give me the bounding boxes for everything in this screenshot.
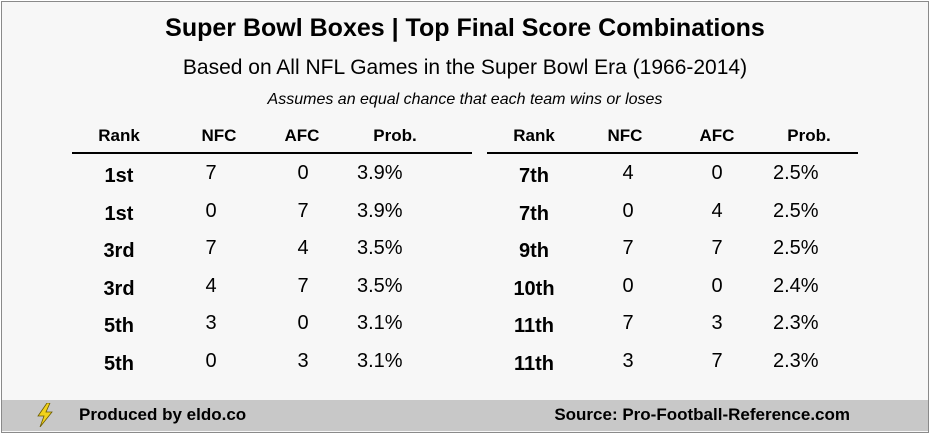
afc-score-cell: 7 [297,199,309,222]
nfc-score-cell: 7 [205,162,217,184]
afc-score-cell: 3 [297,349,309,372]
afc-score-cell: 0 [297,312,309,334]
nfc-score-cell: 4 [622,162,634,184]
table-row: 9th 7 7 2.5% [487,229,858,267]
rank-cell: 7th [519,202,549,225]
table-header: Rank NFC AFC Prob. [72,124,472,154]
table-row: 3rd 4 7 3.5% [72,267,472,305]
rank-cell: 3rd [103,240,135,262]
score-table-left: Rank NFC AFC Prob. 1st 7 0 3.9% 1st 0 7 3.9% 3rd… [72,124,472,379]
rank-cell: 7th [519,165,549,187]
nfc-score-cell: 7 [205,237,217,259]
afc-score-cell: 7 [297,274,309,297]
table-row: 5th 0 3 3.1% [72,342,472,380]
produced-by-credit: Produced by eldo.co [79,405,247,424]
rank-cell: 5th [104,315,134,337]
rank-cell: 1st [104,202,134,225]
probability-cell: 2.3% [773,349,819,372]
chart-note: Assumes an equal chance that each team w… [267,91,663,108]
header-afc: AFC [699,126,735,145]
score-table-right: Rank NFC AFC Prob. 7th 4 0 2.5% 7th 0 4 2.5% 9th… [487,124,858,379]
nfc-score-cell: 3 [205,312,217,334]
table-body: 7th 4 0 2.5% 7th 0 4 2.5% 9th 7 7 2.5% 10th 0 0 2.4% 11t… [487,154,858,379]
afc-score-cell: 4 [711,199,723,222]
header-prob: Prob. [373,126,417,145]
table-row: 3rd 7 4 3.5% [72,229,472,267]
probability-cell: 3.1% [357,349,403,372]
header-rank: Rank [513,126,555,145]
probability-cell: 3.1% [357,312,403,334]
rank-cell: 11th [513,315,555,337]
table-row: 7th 4 0 2.5% [487,154,858,192]
probability-cell: 3.5% [357,274,403,297]
afc-score-cell: 0 [711,274,723,297]
table-row: 1st 7 0 3.9% [72,154,472,192]
table-row: 11th 3 7 2.3% [487,342,858,380]
afc-score-cell: 0 [711,162,723,184]
rank-cell: 1st [104,165,134,187]
nfc-score-cell: 4 [205,274,217,297]
nfc-score-cell: 0 [622,274,634,297]
table-header: Rank NFC AFC Prob. [487,124,858,154]
probability-cell: 3.9% [357,162,403,184]
table-row: 10th 0 0 2.4% [487,267,858,305]
probability-cell: 3.5% [357,237,403,259]
nfc-score-cell: 7 [622,312,634,334]
afc-score-cell: 4 [297,237,309,259]
rank-cell: 3rd [103,277,135,300]
probability-cell: 3.9% [357,199,403,222]
table-row: 7th 0 4 2.5% [487,192,858,230]
header-rank: Rank [98,126,140,145]
probability-cell: 2.4% [773,274,819,297]
probability-cell: 2.5% [773,199,819,222]
afc-score-cell: 7 [711,237,723,259]
probability-cell: 2.3% [773,312,819,334]
lightning-bolt-icon [37,403,53,427]
afc-score-cell: 0 [297,162,309,184]
probability-cell: 2.5% [773,237,819,259]
header-afc: AFC [284,126,320,145]
nfc-score-cell: 7 [622,237,634,259]
afc-score-cell: 7 [711,349,723,372]
source-credit: Source: Pro-Football-Reference.com [554,405,850,424]
probability-cell: 2.5% [773,162,819,184]
header-nfc: NFC [201,126,237,145]
nfc-score-cell: 0 [622,199,634,222]
table-body: 1st 7 0 3.9% 1st 0 7 3.9% 3rd 7 4 3.5% 3rd 4 7 3.5% 5th 3… [72,154,472,379]
afc-score-cell: 3 [711,312,723,334]
header-nfc: NFC [607,126,643,145]
chart-subtitle: Based on All NFL Games in the Super Bowl… [182,56,748,79]
table-row: 1st 0 7 3.9% [72,192,472,230]
table-row: 5th 3 0 3.1% [72,304,472,342]
footer-bar: Produced by eldo.co Source: Pro-Football… [2,400,928,431]
chart-title: Super Bowl Boxes | Top Final Score Combi… [165,14,765,42]
rank-cell: 11th [513,352,555,375]
rank-cell: 10th [513,277,555,300]
nfc-score-cell: 3 [622,349,634,372]
nfc-score-cell: 0 [205,349,217,372]
nfc-score-cell: 0 [205,199,217,222]
header-prob: Prob. [787,126,831,145]
rank-cell: 5th [104,352,134,375]
rank-cell: 9th [519,240,549,262]
table-row: 11th 7 3 2.3% [487,304,858,342]
